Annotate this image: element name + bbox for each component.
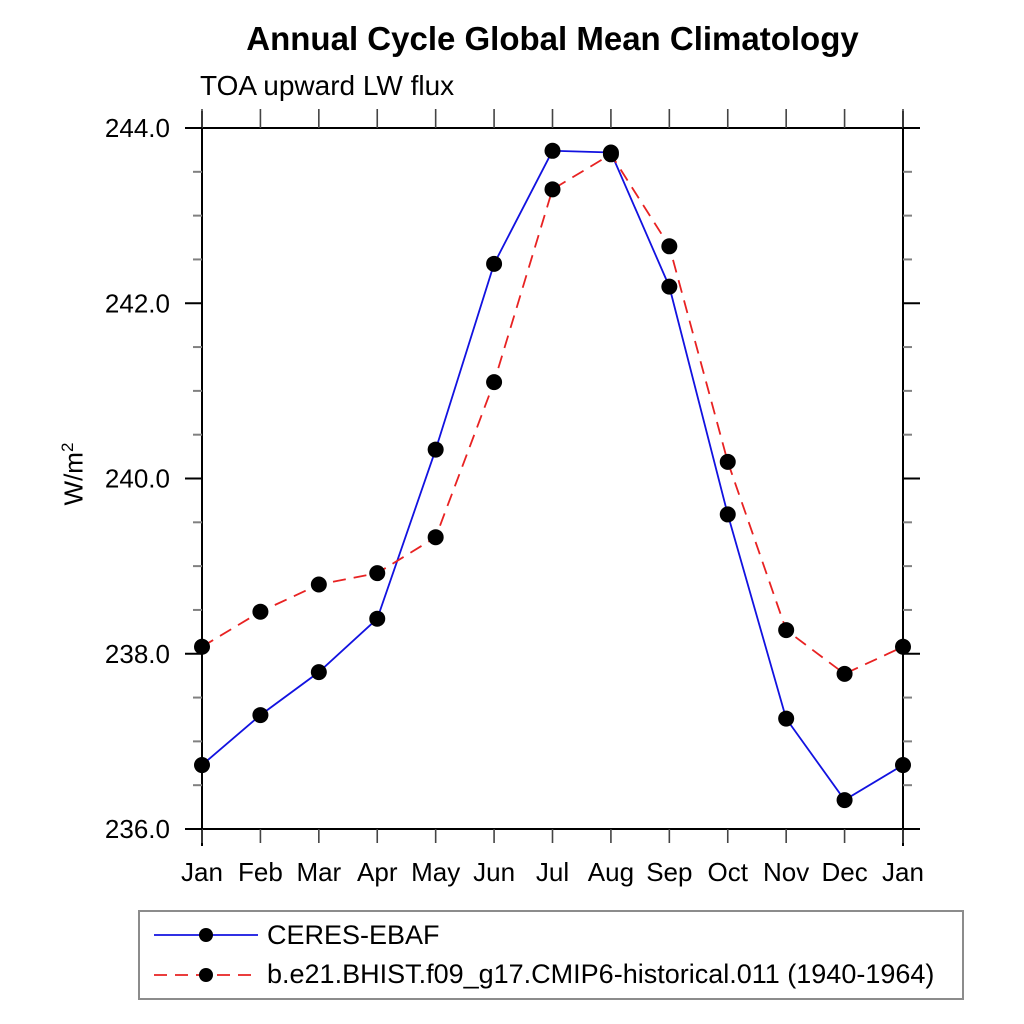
x-tick-label: May <box>411 857 460 887</box>
y-tick-label: 236.0 <box>105 814 170 844</box>
legend-entry-1: b.e21.BHIST.f09_g17.CMIP6-historical.011… <box>150 959 962 991</box>
legend-box: CERES-EBAF b.e21.BHIST.f09_g17.CMIP6-hist… <box>138 910 964 1000</box>
x-tick-label: Jan <box>882 857 924 887</box>
series-line-0 <box>201 149 904 802</box>
data-point-marker <box>544 142 561 159</box>
data-point-marker <box>194 638 210 655</box>
data-point-marker <box>252 707 269 724</box>
chart-title: Annual Cycle Global Mean Climatology <box>246 20 859 57</box>
data-point-marker <box>661 278 678 295</box>
y-tick-label: 238.0 <box>105 639 170 669</box>
legend-swatch-1 <box>154 967 258 982</box>
data-point-marker <box>895 638 911 655</box>
legend-label-1: b.e21.BHIST.f09_g17.CMIP6-historical.011… <box>267 959 935 990</box>
x-tick-label: Sep <box>646 857 692 887</box>
x-tick-label: Aug <box>588 857 634 887</box>
data-point-marker <box>778 622 795 639</box>
data-point-marker <box>719 453 736 470</box>
y-tick-label: 244.0 <box>105 113 170 143</box>
data-point-marker <box>252 603 269 620</box>
x-tick-label: Dec <box>821 857 867 887</box>
data-point-marker <box>310 664 327 681</box>
legend-swatch-0 <box>154 928 258 943</box>
y-tick-label: 242.0 <box>105 288 170 318</box>
data-point-marker <box>719 506 736 523</box>
x-tick-label: Feb <box>238 857 283 887</box>
data-point-marker <box>486 255 503 272</box>
data-point-marker <box>486 374 503 391</box>
data-point-marker <box>661 238 678 255</box>
x-tick-label: Apr <box>357 857 398 887</box>
x-tick-label: Jun <box>473 857 515 887</box>
x-tick-label: Oct <box>708 857 749 887</box>
data-point-marker <box>194 757 210 774</box>
y-tick-label: 240.0 <box>105 464 170 494</box>
chart-subtitle: TOA upward LW flux <box>200 70 455 101</box>
x-tick-label: Nov <box>763 857 809 887</box>
data-point-marker <box>836 665 853 682</box>
data-point-marker <box>427 529 444 546</box>
x-tick-label: Mar <box>296 857 341 887</box>
data-point-marker <box>369 565 386 582</box>
legend-marker-icon <box>199 928 213 943</box>
legend-label-0: CERES-EBAF <box>267 919 440 950</box>
legend-entry-0: CERES-EBAF <box>150 919 962 951</box>
data-point-marker <box>310 576 327 593</box>
data-point-marker <box>895 757 911 774</box>
data-point-marker <box>602 146 619 163</box>
data-point-marker <box>427 441 444 458</box>
data-point-marker <box>836 792 853 809</box>
x-tick-label: Jan <box>181 857 223 887</box>
x-tick-label: Jul <box>536 857 569 887</box>
data-point-marker <box>778 710 795 727</box>
data-point-marker <box>544 181 561 198</box>
legend-marker-icon <box>199 967 213 982</box>
series-line-1 <box>201 153 904 675</box>
data-point-marker <box>369 610 386 627</box>
